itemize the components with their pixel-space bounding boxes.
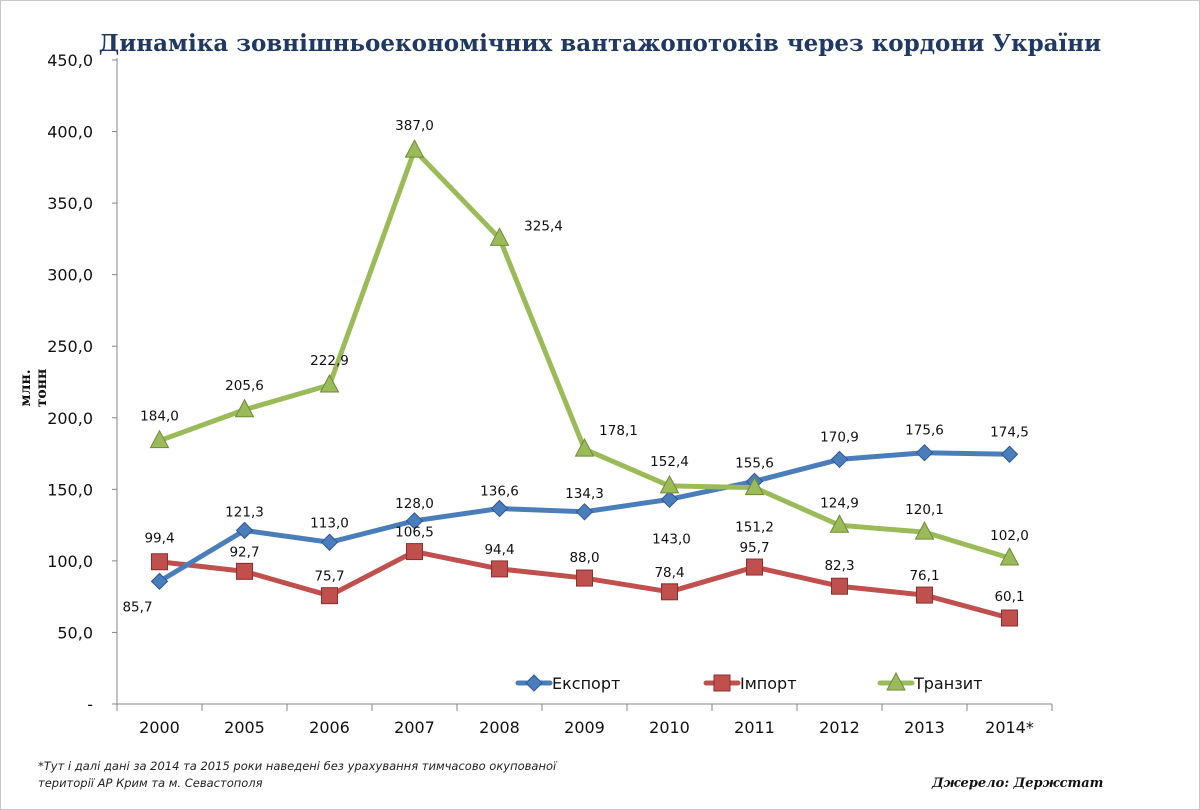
y-tick-label: 450,0 — [47, 51, 93, 70]
y-tick-label: 250,0 — [47, 337, 93, 356]
x-tick-label: 2009 — [564, 718, 605, 737]
transit-data-label: 178,1 — [599, 423, 638, 439]
y-tick-label: 150,0 — [47, 480, 93, 499]
transit-data-label: 120,1 — [905, 502, 944, 518]
import-point — [576, 569, 593, 587]
export-point — [150, 572, 169, 591]
export-data-label: 155,6 — [735, 455, 774, 471]
export-point — [575, 503, 594, 521]
y-tick-label: 400,0 — [47, 123, 93, 142]
legend-export-marker — [525, 674, 543, 692]
export-point — [1000, 445, 1019, 463]
transit-data-label: 205,6 — [225, 378, 264, 394]
transit-data-label: 222,9 — [310, 353, 349, 369]
y-tick-label: 200,0 — [47, 409, 93, 428]
x-tick-label: 2013 — [904, 718, 945, 737]
chart-title: Динаміка зовнішньоекономічних вантажопот… — [98, 30, 1102, 57]
x-tick-label: 2011 — [734, 718, 775, 737]
export-data-label: 143,0 — [652, 531, 691, 547]
export-data-label: 170,9 — [820, 429, 859, 445]
import-data-label: 99,4 — [144, 531, 174, 547]
import-data-label: 76,1 — [909, 568, 939, 584]
transit-point — [489, 227, 510, 246]
import-data-label: 106,5 — [395, 525, 434, 541]
export-point — [660, 490, 679, 509]
transit-data-label: 184,0 — [140, 409, 179, 425]
footnote-line-1: *Тут і далі дані за 2014 та 2015 роки на… — [38, 759, 557, 773]
transit-data-label: 151,2 — [735, 520, 774, 536]
transit-point — [234, 398, 255, 418]
transit-point — [914, 521, 935, 540]
export-point — [490, 499, 509, 518]
import-point — [236, 562, 253, 580]
x-tick-label: 2010 — [649, 718, 690, 737]
export-point — [915, 443, 934, 462]
transit-point — [404, 139, 425, 158]
transit-data-label: 325,4 — [524, 218, 563, 234]
x-tick-label: 2007 — [394, 718, 435, 737]
import-data-label: 75,7 — [314, 569, 344, 585]
import-point — [491, 560, 508, 578]
transit-point — [319, 373, 340, 393]
export-point — [405, 512, 424, 530]
import-point — [151, 553, 168, 571]
x-tick-label: 2012 — [819, 718, 860, 737]
export-point — [320, 533, 339, 551]
import-point — [746, 558, 763, 576]
x-tick-label: 2000 — [139, 718, 180, 737]
y-tick-label: - — [87, 695, 93, 714]
export-data-label: 113,0 — [310, 515, 349, 531]
transit-point — [574, 438, 595, 457]
transit-data-label: 102,0 — [990, 528, 1029, 544]
import-data-label: 60,1 — [994, 589, 1024, 605]
legend-transit-marker — [886, 671, 906, 691]
import-data-label: 94,4 — [484, 542, 514, 558]
export-data-label: 174,5 — [990, 424, 1029, 440]
export-data-label: 175,6 — [905, 423, 944, 439]
y-tick-label: 300,0 — [47, 266, 93, 285]
x-tick-label: 2008 — [479, 718, 520, 737]
transit-data-label: 124,9 — [820, 495, 859, 511]
import-point — [406, 543, 423, 561]
import-data-label: 95,7 — [739, 540, 769, 556]
footnote: *Тут і далі дані за 2014 та 2015 роки на… — [38, 758, 556, 792]
export-point — [235, 521, 254, 540]
x-tick-label: 2005 — [224, 718, 265, 737]
import-point — [1001, 609, 1018, 627]
export-data-label: 134,3 — [565, 486, 604, 502]
y-tick-label: 100,0 — [47, 552, 93, 571]
legend-import-label: Імпорт — [740, 674, 797, 693]
export-point — [830, 450, 849, 469]
transit-data-label: 387,0 — [395, 118, 434, 134]
import-point — [661, 583, 678, 601]
import-data-label: 92,7 — [229, 544, 259, 560]
source-note: Джерело: Держстат — [932, 776, 1104, 791]
x-tick-label: 2014* — [985, 718, 1034, 737]
transit-point — [149, 429, 170, 449]
transit-point — [999, 546, 1020, 566]
transit-point — [659, 474, 680, 494]
import-data-label: 88,0 — [569, 550, 599, 566]
transit-point — [829, 514, 850, 533]
legend-import-marker — [713, 674, 731, 692]
legend-transit-label: Транзит — [913, 674, 982, 693]
export-data-label: 85,7 — [122, 599, 152, 615]
x-tick-label: 2006 — [309, 718, 350, 737]
import-point — [831, 577, 848, 595]
footnote-line-2: території АР Крим та м. Севастополя — [38, 776, 263, 790]
import-data-label: 78,4 — [654, 565, 684, 581]
import-point — [916, 586, 933, 604]
import-data-label: 82,3 — [824, 558, 854, 574]
y-tick-label: 50,0 — [57, 623, 93, 642]
y-tick-label: 350,0 — [47, 194, 93, 213]
transit-data-label: 152,4 — [650, 454, 689, 470]
export-data-label: 136,6 — [480, 484, 519, 500]
transit-point — [744, 476, 765, 496]
legend-export-label: Експорт — [552, 674, 620, 693]
import-point — [321, 587, 338, 605]
export-data-label: 128,0 — [395, 496, 434, 512]
export-data-label: 121,3 — [225, 504, 264, 520]
